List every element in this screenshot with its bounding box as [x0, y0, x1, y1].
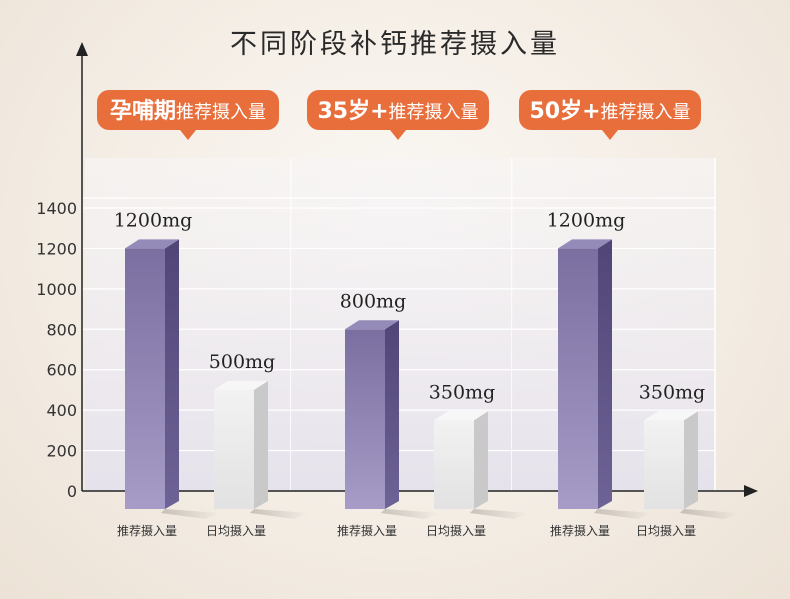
y-tick-label: 1400 [36, 199, 77, 218]
badge-pointer [390, 130, 406, 140]
chart-title: 不同阶段补钙推荐摄入量 [230, 29, 560, 60]
bar-side [385, 320, 399, 509]
bar-recommended [345, 329, 385, 509]
data-label: 350mg [429, 381, 495, 403]
data-label: 800mg [340, 290, 406, 312]
category-label: 日均摄入量 [636, 523, 696, 538]
badge-label: 孕哺期推荐摄入量 [110, 98, 266, 124]
badge-pointer [602, 130, 618, 140]
bar-shadow [470, 509, 529, 519]
bar-side [165, 239, 179, 509]
data-label: 350mg [639, 381, 705, 403]
category-label: 日均摄入量 [426, 523, 486, 538]
bar-top [434, 411, 488, 421]
badge-label: 35岁+推荐摄入量 [317, 98, 478, 124]
x-axis-arrow [744, 485, 758, 497]
y-tick-label: 800 [46, 320, 77, 339]
data-label: 1200mg [547, 209, 626, 231]
badge-main-text: 50岁+ [529, 98, 600, 124]
y-tick-label: 600 [46, 361, 77, 380]
bar-recommended [125, 248, 165, 509]
bar-shadow [594, 509, 653, 519]
bar-side [598, 239, 612, 509]
bar-shadow [250, 509, 309, 519]
badge-label: 50岁+推荐摄入量 [529, 98, 690, 124]
badge [519, 90, 701, 130]
data-label: 500mg [209, 351, 275, 373]
bar-shadow [381, 509, 440, 519]
data-label: 1200mg [114, 209, 193, 231]
y-tick-label: 400 [46, 401, 77, 420]
bar-daily [214, 389, 254, 509]
category-label: 推荐摄入量 [117, 523, 177, 538]
bar-top [345, 320, 399, 330]
badge-suffix-text: 推荐摄入量 [601, 102, 691, 123]
badge-suffix-text: 推荐摄入量 [176, 102, 266, 123]
badge [97, 90, 279, 130]
bar-daily [434, 420, 474, 509]
bar-shadow [680, 509, 739, 519]
y-axis-arrow [76, 42, 88, 56]
y-tick-label: 1200 [36, 239, 77, 258]
bar-top [214, 380, 268, 390]
bar-daily [644, 420, 684, 509]
category-label: 推荐摄入量 [550, 523, 610, 538]
badge-suffix-text: 推荐摄入量 [389, 102, 479, 123]
bar-top [644, 411, 698, 421]
bar-side [684, 411, 698, 509]
badge [307, 90, 489, 130]
badge-pointer [180, 130, 196, 140]
y-tick-label: 0 [67, 482, 77, 501]
category-label: 日均摄入量 [206, 523, 266, 538]
bar-side [474, 411, 488, 509]
y-tick-label: 200 [46, 442, 77, 461]
bar-side [254, 380, 268, 509]
bar-recommended [558, 248, 598, 509]
category-label: 推荐摄入量 [337, 523, 397, 538]
y-tick-label: 1000 [36, 280, 77, 299]
badge-main-text: 孕哺期 [110, 98, 176, 124]
bar-top [558, 239, 612, 249]
bar-top [125, 239, 179, 249]
badge-main-text: 35岁+ [317, 98, 388, 124]
bar-shadow [161, 509, 220, 519]
